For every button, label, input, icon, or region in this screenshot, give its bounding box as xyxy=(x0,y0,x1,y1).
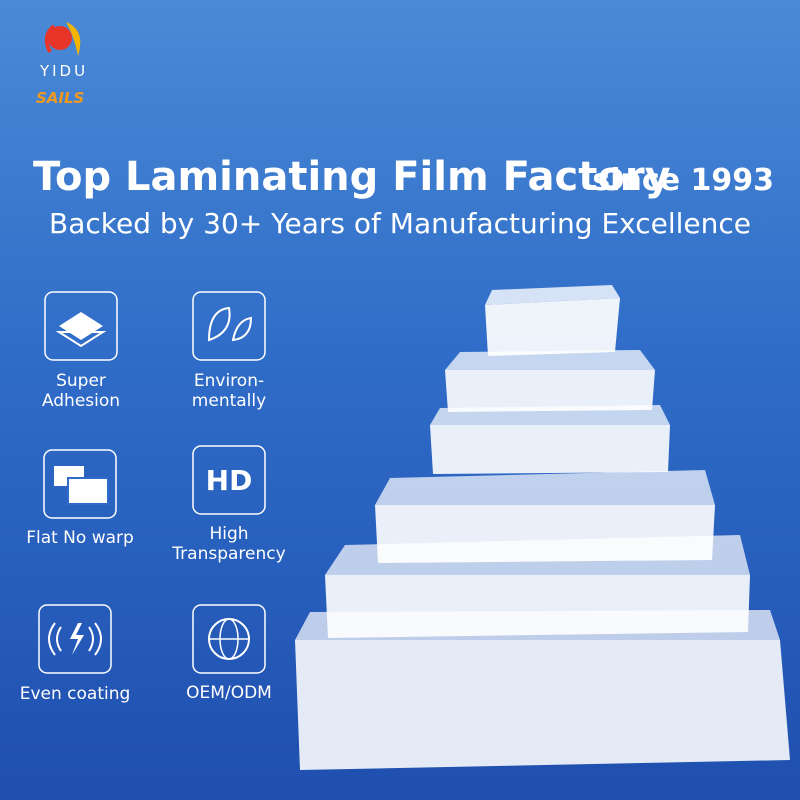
feature-label: Environ- xyxy=(194,371,264,391)
icon-shape xyxy=(48,622,102,656)
feature-icon-box xyxy=(192,604,266,674)
feature-label: Flat No warp xyxy=(26,528,134,548)
headline: Top Laminating Film Factory xyxy=(33,154,671,200)
feature-label: OEM/ODM xyxy=(186,683,272,703)
film-stack xyxy=(295,285,790,770)
logo-mark xyxy=(44,22,81,56)
icon-shape xyxy=(55,331,107,348)
feature-label: High xyxy=(209,524,248,544)
feature-label: Even coating xyxy=(20,684,131,704)
brand-sub: SAILS xyxy=(36,89,84,107)
feature-label: mentally xyxy=(192,391,266,411)
feature: OEM/ODM xyxy=(186,604,272,703)
subtitle: Backed by 30+ Years of Manufacturing Exc… xyxy=(49,207,751,240)
feature-icon-text: HD xyxy=(206,464,253,497)
feature-icon-box xyxy=(192,291,266,361)
feature-icon-box xyxy=(43,449,117,519)
feature: Flat No warp xyxy=(26,449,134,548)
icon-shape xyxy=(67,477,109,505)
feature-label: Adhesion xyxy=(42,391,120,411)
brand-name: YIDU xyxy=(39,62,88,80)
headline-since: since 1993 xyxy=(592,163,774,198)
feature: Environ-mentally xyxy=(192,291,266,411)
icon-shape xyxy=(207,306,253,342)
feature-label: Super xyxy=(56,371,106,391)
icon-shape xyxy=(70,623,84,655)
feature: Even coating xyxy=(20,604,131,704)
feature-icon-box xyxy=(44,291,118,361)
feature-icon-box xyxy=(38,604,112,674)
feature-label: Transparency xyxy=(171,544,285,564)
feature-icon-box xyxy=(192,445,266,515)
